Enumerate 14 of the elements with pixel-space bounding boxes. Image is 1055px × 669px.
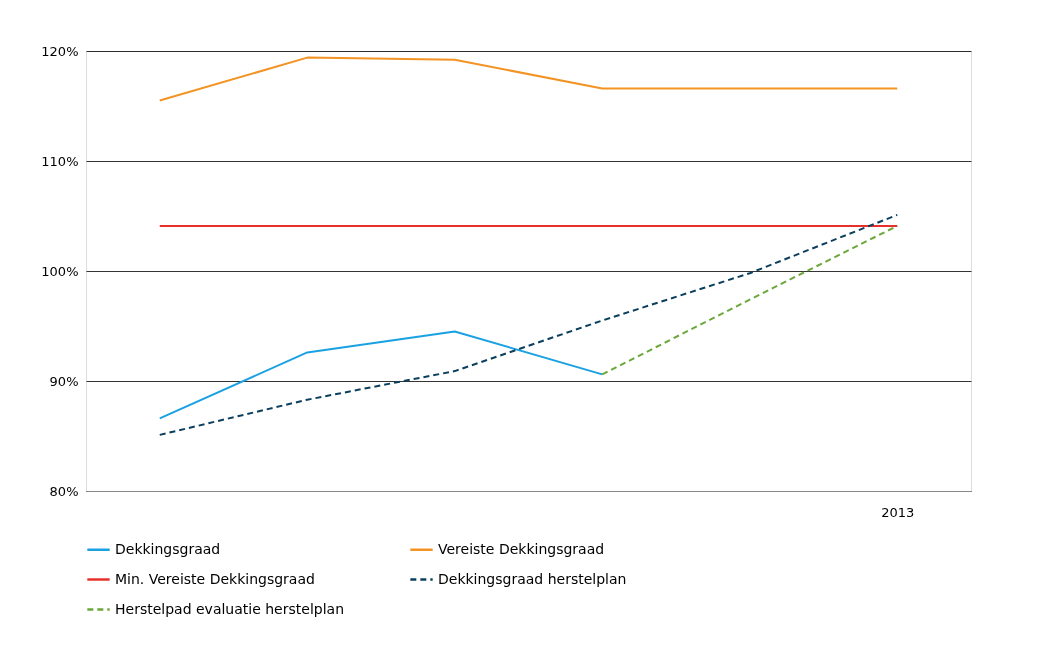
y-tick-label: 110%	[41, 153, 79, 169]
y-tick-label: 80%	[49, 483, 79, 499]
y-tick-label: 120%	[41, 43, 79, 59]
y-tick-label: 90%	[49, 373, 79, 389]
y-tick-label: 100%	[41, 263, 79, 279]
legend-label: Dekkingsgraad	[115, 540, 221, 557]
line-series	[158, 213, 899, 436]
legend-label: Dekkingsgraad herstelplan	[438, 570, 627, 587]
legend-label: Herstelpad evaluatie herstelplan	[115, 600, 345, 617]
line-series	[158, 56, 899, 102]
legend-label: Vereiste Dekkingsgraad	[438, 540, 605, 557]
line-series	[158, 330, 604, 420]
x-tick-label: 2013	[881, 504, 915, 520]
legend-label: Min. Vereiste Dekkingsgraad	[115, 570, 315, 587]
